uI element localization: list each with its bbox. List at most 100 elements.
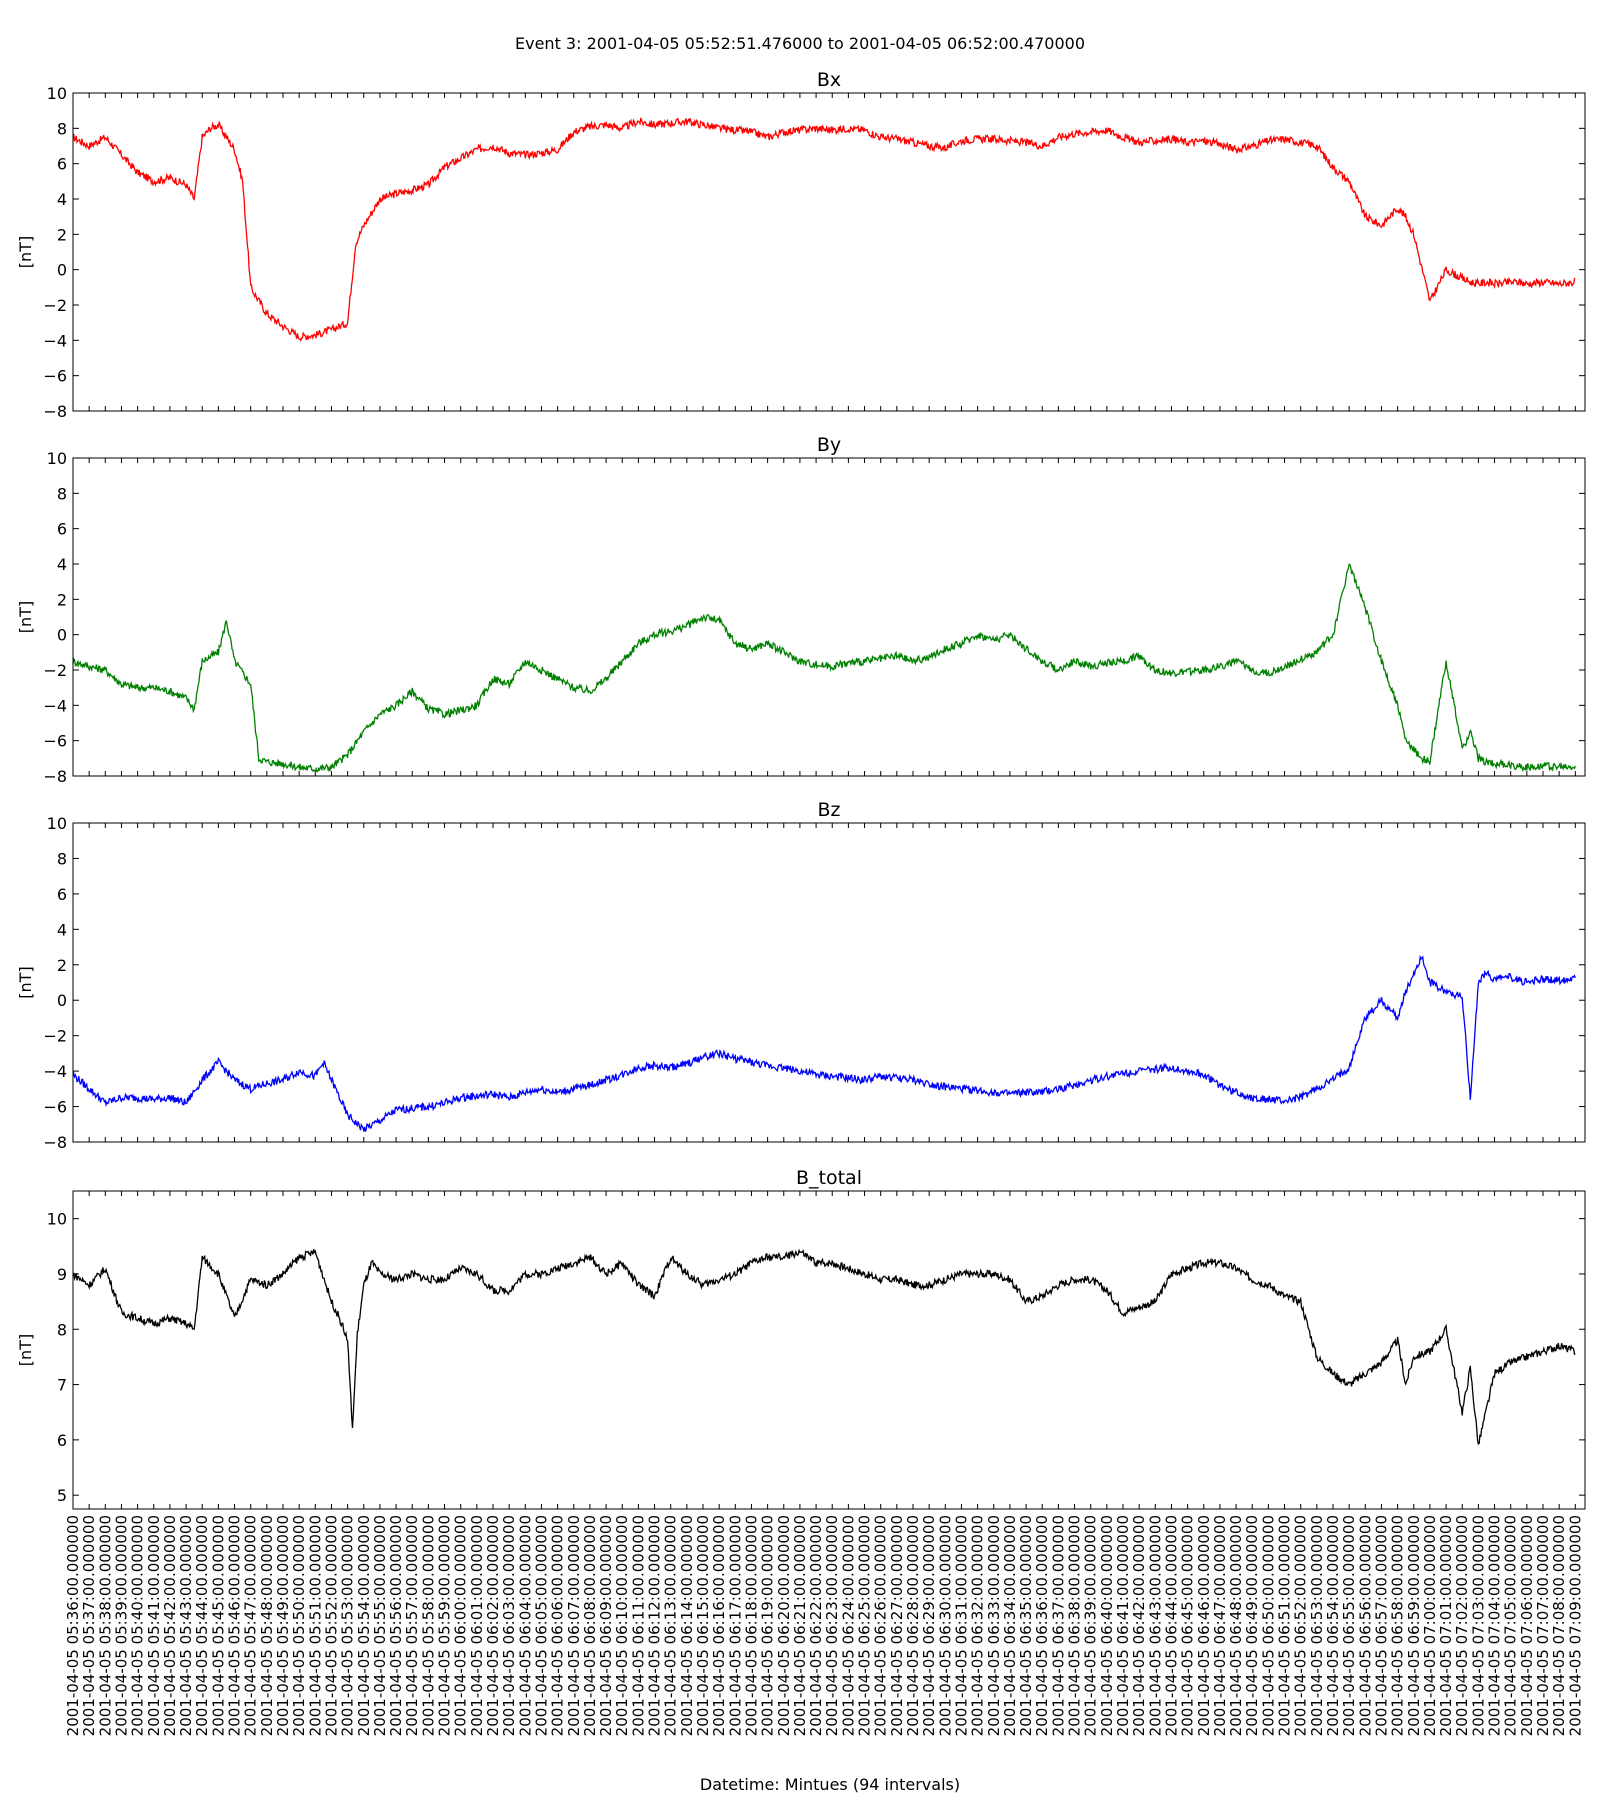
y-tick-label: 6 <box>57 885 67 904</box>
x-tick-label: 2001-04-05 07:04:00.000000 <box>1486 1515 1504 1736</box>
y-tick-label: −2 <box>43 661 67 680</box>
y-tick-label: 10 <box>47 84 67 103</box>
y-tick-label: 4 <box>57 555 67 574</box>
x-tick-label: 2001-04-05 06:57:00.000000 <box>1372 1515 1390 1736</box>
x-tick-label: 2001-04-05 05:54:00.000000 <box>355 1515 373 1736</box>
y-tick-label: 5 <box>57 1486 67 1505</box>
x-tick-label: 2001-04-05 06:47:00.000000 <box>1211 1515 1229 1736</box>
y-tick-label: 6 <box>57 155 67 174</box>
x-tick-label: 2001-04-05 07:08:00.000000 <box>1550 1515 1568 1736</box>
x-tick-label: 2001-04-05 05:53:00.000000 <box>339 1515 357 1736</box>
y-tick-label: −4 <box>43 331 67 350</box>
panel-bz: Bz [nT] −8 −6 −4 −2 0 2 4 6 8 10 <box>16 799 1586 1152</box>
y-tick-label: 10 <box>47 449 67 468</box>
y-tick-label: 2 <box>57 956 67 975</box>
y-tick-label: 6 <box>57 520 67 539</box>
y-tick-label: −4 <box>43 696 67 715</box>
y-tick-label: 10 <box>47 1210 67 1229</box>
x-tick-label: 2001-04-05 05:48:00.000000 <box>258 1515 276 1736</box>
x-tick-label: 2001-04-05 06:48:00.000000 <box>1227 1515 1245 1736</box>
axes-frame <box>72 457 1586 777</box>
panel-bx: Bx [nT] −8 −6 −4 −2 0 2 4 6 8 10 <box>16 69 1586 421</box>
x-tick-label: 2001-04-05 06:39:00.000000 <box>1082 1515 1100 1736</box>
x-tick-label: 2001-04-05 05:40:00.000000 <box>129 1515 147 1736</box>
x-tick-label: 2001-04-05 06:01:00.000000 <box>468 1515 486 1736</box>
x-tick-label: 2001-04-05 06:58:00.000000 <box>1389 1515 1407 1736</box>
axes-frame <box>72 92 1586 412</box>
x-tick-label: 2001-04-05 06:11:00.000000 <box>629 1515 647 1736</box>
x-tick-label: 2001-04-05 06:53:00.000000 <box>1308 1515 1326 1736</box>
x-tick-label: 2001-04-05 06:07:00.000000 <box>565 1515 583 1736</box>
y-tick-label: 0 <box>57 991 67 1010</box>
x-tick-label: 2001-04-05 06:26:00.000000 <box>872 1515 890 1736</box>
series-line-by <box>72 563 1576 773</box>
x-tick-label: 2001-04-05 06:30:00.000000 <box>936 1515 954 1736</box>
panel-title: B_total <box>796 1167 862 1189</box>
x-tick-label: 2001-04-05 06:56:00.000000 <box>1356 1515 1374 1736</box>
x-tick-label: 2001-04-05 06:17:00.000000 <box>726 1515 744 1736</box>
x-tick-label: 2001-04-05 06:52:00.000000 <box>1292 1515 1310 1736</box>
x-tick-label: 2001-04-05 05:46:00.000000 <box>226 1515 244 1736</box>
x-tick-label: 2001-04-05 05:59:00.000000 <box>436 1515 454 1736</box>
x-tick-label: 2001-04-05 06:19:00.000000 <box>759 1515 777 1736</box>
x-tick-label: 2001-04-05 07:02:00.000000 <box>1453 1515 1471 1736</box>
x-tick-label: 2001-04-05 06:24:00.000000 <box>839 1515 857 1736</box>
x-tick-label: 2001-04-05 06:54:00.000000 <box>1324 1515 1342 1736</box>
y-tick-label: 8 <box>57 1320 67 1339</box>
x-tick-label: 2001-04-05 05:51:00.000000 <box>306 1515 324 1736</box>
x-tick-label: 2001-04-05 06:33:00.000000 <box>985 1515 1003 1736</box>
x-tick-label: 2001-04-05 07:05:00.000000 <box>1502 1515 1520 1736</box>
x-tick-label: 2001-04-05 07:00:00.000000 <box>1421 1515 1439 1736</box>
y-tick-label: 7 <box>57 1376 67 1395</box>
axes-frame <box>72 1190 1586 1510</box>
x-tick-label: 2001-04-05 06:36:00.000000 <box>1033 1515 1051 1736</box>
y-tick-label: 2 <box>57 590 67 609</box>
x-tick-label: 2001-04-05 06:34:00.000000 <box>1001 1515 1019 1736</box>
x-tick-label: 2001-04-05 06:02:00.000000 <box>484 1515 502 1736</box>
x-tick-label: 2001-04-05 06:16:00.000000 <box>710 1515 728 1736</box>
y-tick-label: −8 <box>43 1133 67 1152</box>
x-tick-label: 2001-04-05 05:50:00.000000 <box>290 1515 308 1736</box>
x-tick-label: 2001-04-05 06:40:00.000000 <box>1098 1515 1116 1736</box>
x-tick-label: 2001-04-05 06:55:00.000000 <box>1340 1515 1358 1736</box>
y-tick-label: −2 <box>43 1027 67 1046</box>
x-tick-label: 2001-04-05 07:09:00.000000 <box>1566 1515 1584 1736</box>
y-tick-label: −8 <box>43 767 67 786</box>
x-tick-label: 2001-04-05 05:44:00.000000 <box>193 1515 211 1736</box>
x-tick-label: 2001-04-05 07:03:00.000000 <box>1469 1515 1487 1736</box>
x-tick-label: 2001-04-05 06:14:00.000000 <box>678 1515 696 1736</box>
x-tick-label: 2001-04-05 06:44:00.000000 <box>1162 1515 1180 1736</box>
x-tick-label: 2001-04-05 07:07:00.000000 <box>1534 1515 1552 1736</box>
x-tick-label: 2001-04-05 06:50:00.000000 <box>1259 1515 1277 1736</box>
x-tick-label: 2001-04-05 06:06:00.000000 <box>549 1515 567 1736</box>
x-tick-label: 2001-04-05 05:36:00.000000 <box>64 1515 82 1736</box>
x-tick-label: 2001-04-05 06:13:00.000000 <box>662 1515 680 1736</box>
x-tick-label: 2001-04-05 06:37:00.000000 <box>1049 1515 1067 1736</box>
y-tick-label: −4 <box>43 1062 67 1081</box>
x-tick-label: 2001-04-05 06:28:00.000000 <box>904 1515 922 1736</box>
x-tick-label: 2001-04-05 06:46:00.000000 <box>1195 1515 1213 1736</box>
x-tick-label: 2001-04-05 06:29:00.000000 <box>920 1515 938 1736</box>
x-tick-label: 2001-04-05 06:42:00.000000 <box>1130 1515 1148 1736</box>
x-tick-label: 2001-04-05 06:15:00.000000 <box>694 1515 712 1736</box>
x-tick-label: 2001-04-05 06:35:00.000000 <box>1017 1515 1035 1736</box>
x-tick-label: 2001-04-05 06:10:00.000000 <box>613 1515 631 1736</box>
x-tick-label: 2001-04-05 06:51:00.000000 <box>1276 1515 1294 1736</box>
x-tick-label: 2001-04-05 05:38:00.000000 <box>96 1515 114 1736</box>
x-tick-label: 2001-04-05 06:25:00.000000 <box>856 1515 874 1736</box>
y-tick-label: 0 <box>57 626 67 645</box>
y-tick-label: 10 <box>47 814 67 833</box>
x-tick-label: 2001-04-05 05:52:00.000000 <box>322 1515 340 1736</box>
panel-title: By <box>817 434 841 456</box>
y-tick-label: 8 <box>57 119 67 138</box>
x-tick-label: 2001-04-05 05:57:00.000000 <box>403 1515 421 1736</box>
x-tick-label: 2001-04-05 05:56:00.000000 <box>387 1515 405 1736</box>
y-tick-label: 2 <box>57 225 67 244</box>
x-tick-label: 2001-04-05 06:49:00.000000 <box>1243 1515 1261 1736</box>
x-tick-label: 2001-04-05 05:45:00.000000 <box>209 1515 227 1736</box>
y-tick-label: 0 <box>57 261 67 280</box>
x-tick-label: 2001-04-05 06:23:00.000000 <box>823 1515 841 1736</box>
x-tick-label: 2001-04-05 05:58:00.000000 <box>419 1515 437 1736</box>
series-line-b-total <box>72 1248 1576 1446</box>
